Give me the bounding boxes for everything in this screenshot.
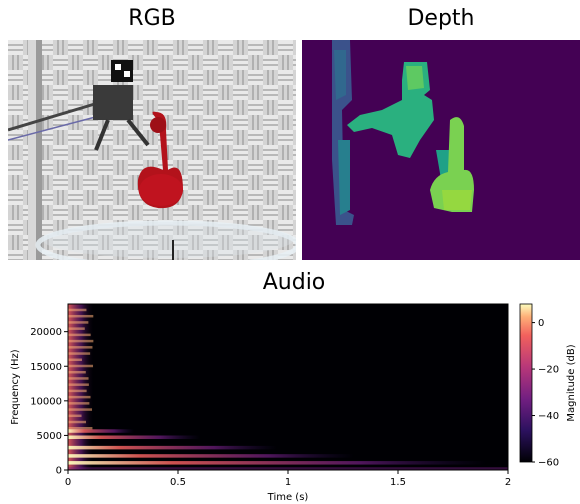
- audio-panel-title: Audio: [0, 272, 580, 294]
- onset-stripe: [68, 321, 88, 324]
- onset-stripe: [68, 315, 93, 318]
- x-tick-label: 0.5: [170, 477, 186, 488]
- colorbar-tick-label: −20: [538, 365, 559, 376]
- rgb-panel-title: RGB: [8, 8, 296, 30]
- harmonic-band: [68, 429, 134, 433]
- x-tick-label: 2: [505, 477, 511, 488]
- onset-stripe: [68, 402, 89, 405]
- x-axis-label: Time (s): [267, 492, 309, 503]
- colorbar-ticks: 0 −20 −40 −60: [532, 318, 559, 468]
- onset-stripe: [68, 352, 90, 355]
- harmonic-band: [68, 454, 354, 458]
- onset-stripe: [68, 371, 86, 374]
- onset-stripe: [68, 427, 92, 430]
- x-tick-label: 0: [65, 477, 71, 488]
- depth-image: [302, 40, 580, 260]
- onset-stripe: [68, 359, 82, 362]
- colorbar-tick-label: 0: [538, 318, 544, 329]
- onset-stripe: [68, 390, 87, 393]
- x-tick-label: 1.5: [390, 477, 406, 488]
- y-tick-label: 20000: [30, 327, 62, 338]
- y-axis-label: Frequency (Hz): [10, 349, 21, 425]
- rgb-image: [8, 40, 296, 260]
- onset-stripe: [68, 383, 89, 386]
- y-axis: 0 5000 10000 15000 20000: [30, 327, 68, 476]
- onset-stripe: [68, 415, 82, 418]
- x-axis: 0 0.5 1 1.5 2: [65, 470, 511, 488]
- onset-stripe: [68, 309, 86, 312]
- harmonic-band: [68, 446, 277, 450]
- y-tick-label: 0: [56, 466, 62, 477]
- colorbar-tick-label: −60: [538, 458, 559, 469]
- colorbar-label: Magnitude (dB): [566, 344, 577, 421]
- depth-scene: [302, 40, 580, 260]
- onset-stripe: [68, 327, 85, 330]
- onset-stripe: [68, 396, 91, 399]
- x-tick-label: 1: [285, 477, 291, 488]
- spectrogram-plot-area: [68, 304, 508, 470]
- y-tick-label: 10000: [30, 396, 62, 407]
- onset-stripe: [68, 365, 93, 368]
- audio-spectrogram-chart: 0 0.5 1 1.5 2 05000100001500020000 Time (s) …: [0, 296, 580, 504]
- harmonic-band: [68, 435, 200, 439]
- colorbar-tick-label: −40: [538, 411, 559, 422]
- y-tick-label: 5000: [37, 431, 62, 442]
- y-tick-label: 15000: [30, 362, 62, 373]
- depth-panel-title: Depth: [302, 8, 580, 30]
- onset-stripe: [68, 340, 93, 343]
- onset-stripe: [68, 377, 89, 380]
- onset-stripe: [68, 408, 92, 411]
- rgb-scene: [8, 40, 296, 260]
- onset-stripe: [68, 421, 86, 424]
- onset-stripe: [68, 346, 92, 349]
- onset-stripe: [68, 334, 91, 337]
- harmonic-band: [68, 461, 486, 465]
- colorbar: [520, 304, 532, 462]
